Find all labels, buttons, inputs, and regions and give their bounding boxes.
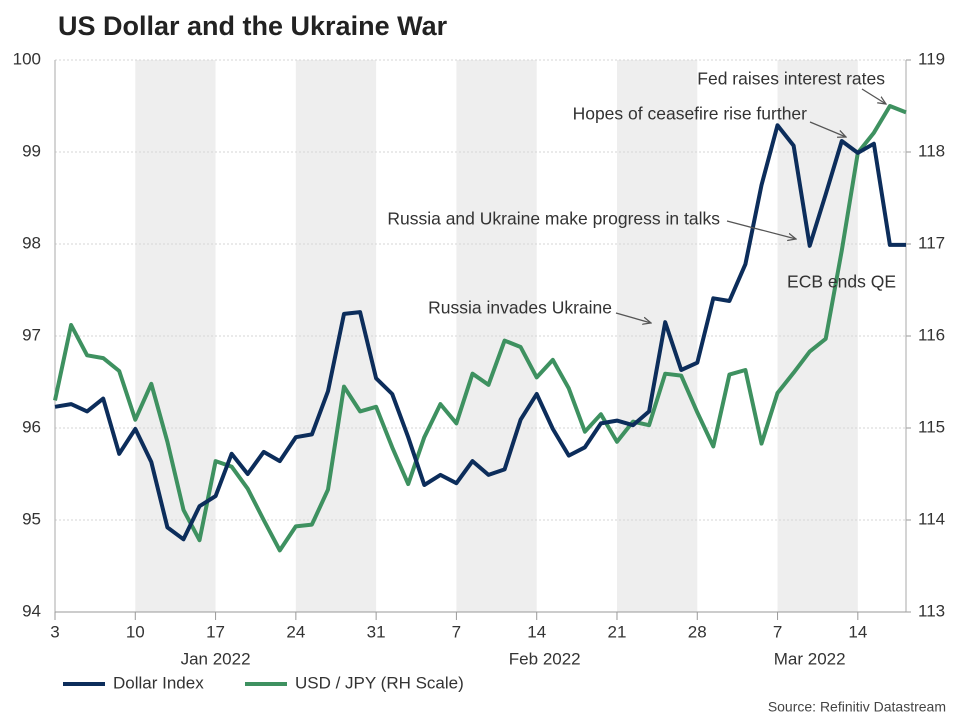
y-tick-label: 94 [22, 601, 41, 620]
source: Source: Refinitiv Datastream [768, 699, 946, 715]
annotation-arrow [615, 312, 651, 323]
x-group-label: Mar 2022 [774, 649, 846, 668]
legend-label: Dollar Index [113, 673, 204, 692]
annotation: Fed raises interest rates [697, 69, 885, 89]
y2-tick-label: 116 [918, 325, 945, 344]
x-tick-label: 28 [688, 622, 707, 641]
y2-tick-label: 114 [918, 509, 945, 528]
x-group-label: Feb 2022 [509, 649, 581, 668]
x-tick-label: 21 [608, 622, 627, 641]
x-tick-label: 7 [452, 622, 461, 641]
x-tick-label: 17 [206, 622, 225, 641]
y2-tick-label: 118 [918, 141, 945, 160]
x-tick-label: 24 [286, 622, 305, 641]
y2-tick-label: 117 [918, 233, 945, 252]
y-tick-label: 97 [22, 325, 41, 344]
y2-tick-label: 119 [918, 49, 945, 68]
annotation: Russia and Ukraine make progress in talk… [387, 209, 720, 229]
series-line [53, 104, 907, 553]
x-tick-label: 31 [367, 622, 386, 641]
annotation-arrow [861, 88, 886, 104]
x-group-label: Jan 2022 [181, 649, 251, 668]
y-tick-label: 99 [22, 141, 41, 160]
annotation-arrow [726, 220, 796, 239]
legend-label: USD / JPY (RH Scale) [295, 673, 464, 692]
x-tick-label: 7 [773, 622, 782, 641]
y2-tick-label: 115 [918, 417, 945, 436]
annotation: Russia invades Ukraine [428, 298, 612, 318]
chart-title: US Dollar and the Ukraine War [58, 11, 448, 41]
x-tick-label: 14 [527, 622, 546, 641]
y-tick-label: 96 [22, 417, 41, 436]
series-line [54, 123, 906, 542]
y-tick-label: 95 [22, 509, 41, 528]
x-tick-label: 10 [126, 622, 145, 641]
x-tick-label: 3 [50, 622, 59, 641]
x-tick-label: 14 [848, 622, 867, 641]
week-shade [616, 60, 698, 612]
y-tick-label: 100 [13, 49, 41, 68]
annotation: Hopes of ceasefire rise further [573, 104, 808, 124]
y-tick-label: 98 [22, 233, 41, 252]
annotation-arrow [809, 121, 846, 137]
annotation: ECB ends QE [787, 272, 896, 292]
y2-tick-label: 113 [918, 601, 945, 620]
